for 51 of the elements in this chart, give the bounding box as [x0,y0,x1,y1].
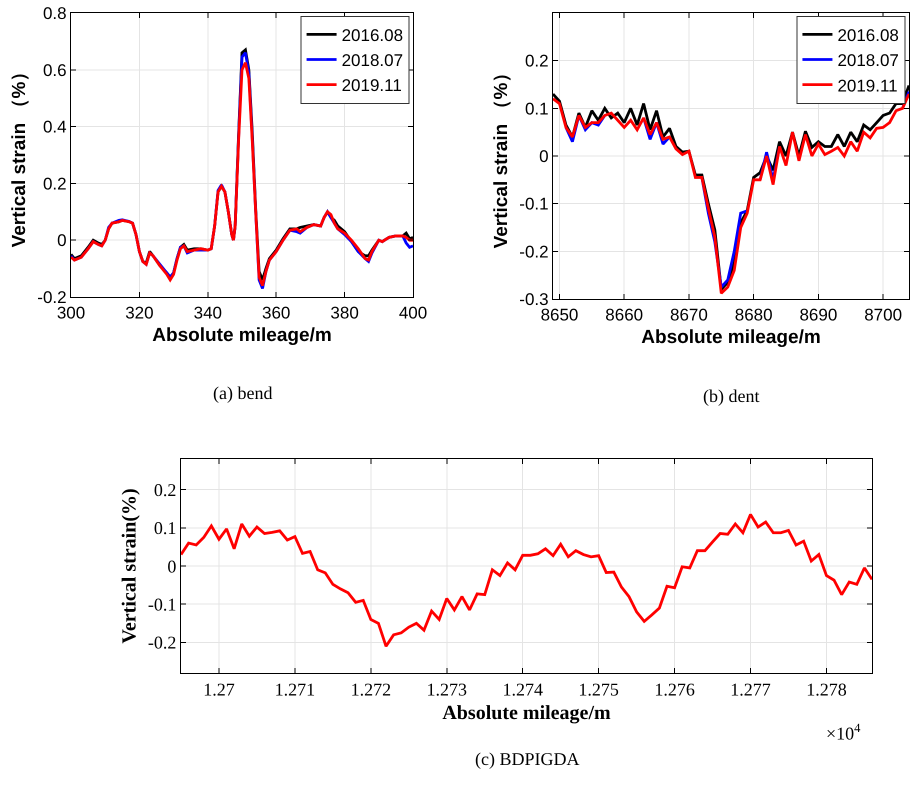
y-tick-label: -0.1 [148,594,176,615]
text: ×10$^{4}$ [826,721,862,744]
y-tick-label: 0 [167,556,176,576]
y-axis-title: Vertical strain （%） [9,62,30,248]
x-tick-label: 360 [262,303,290,322]
x-tick-label: 1.271 [274,680,316,700]
y-tick-label: -0.2 [148,632,176,653]
text: (b) dent [703,386,760,406]
legend-label: 2016.08 [342,26,404,46]
y-tick-label: -0.1 [519,194,549,214]
legend-label: 2018.07 [342,51,404,70]
x-tick-label: 8700 [864,305,902,324]
x-tick-label: 1.278 [806,680,847,700]
y-tick-label: 0.2 [154,480,176,500]
legend-label: 2019.11 [837,76,898,96]
y-tick-label: 0.1 [524,99,549,118]
x-tick-label: 1.275 [578,680,619,700]
x-tick-label: 1.274 [502,680,543,700]
y-tick-label: 0.1 [154,518,176,538]
legend-label: 2018.07 [837,51,899,70]
x-tick-label: 8660 [605,305,644,324]
x-axis-title: Absolute mileage/m [641,327,821,348]
y-tick-label: 0.6 [42,60,67,80]
x-tick-label: 1.277 [730,680,771,700]
x-tick-label: 380 [330,303,359,322]
x-tick-label: 1.276 [654,680,695,700]
y-axis-title: Vertical strain （%） [491,64,512,248]
line-series [181,513,872,648]
x-tick-label: 8690 [799,305,838,324]
legend-label: 2016.08 [837,26,899,46]
y-tick-label: 0.4 [42,118,67,137]
text: (a) bend [213,383,272,403]
x-axis-title: Absolute mileage/m [442,702,611,724]
y-axis-title: Vertical strain(%) [118,488,140,644]
x-tick-label: 8680 [734,305,773,324]
text: (c) BDPIGDA [475,749,580,769]
x-tick-label: 1.273 [426,680,468,700]
x-axis-title: Absolute mileage/m [152,325,332,346]
y-tick-label: 0 [57,231,67,250]
y-tick-label: 0 [539,146,549,166]
x-tick-label: 400 [398,303,428,322]
y-tick-label: 0.8 [42,4,67,23]
x-tick-label: 340 [194,303,222,322]
x-tick-label: 1.272 [350,680,392,700]
y-tick-label: -0.2 [519,242,549,262]
x-tick-label: 8670 [670,305,708,324]
legend-label: 2019.11 [342,76,402,96]
x-tick-label: 1.27 [203,680,235,700]
x-tick-label: 320 [125,303,154,322]
y-tick-label: 0.2 [42,174,67,194]
y-tick-label: 0.2 [524,52,549,71]
